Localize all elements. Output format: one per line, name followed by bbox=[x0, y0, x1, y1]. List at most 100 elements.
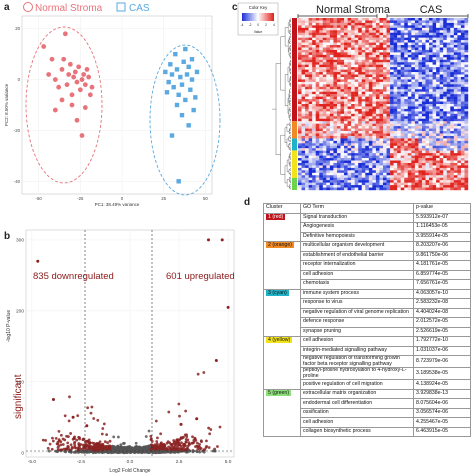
heatmap-cell bbox=[322, 20, 327, 24]
heatmap-cell bbox=[457, 113, 462, 117]
heatmap-cell bbox=[379, 37, 384, 41]
heatmap-cell bbox=[464, 86, 469, 90]
heatmap-cell bbox=[397, 170, 401, 173]
heatmap-cell bbox=[439, 42, 444, 46]
heatmap-cell bbox=[390, 45, 394, 48]
heatmap-cell bbox=[301, 59, 306, 63]
heatmap-cell bbox=[375, 158, 380, 161]
heatmap-cell bbox=[439, 69, 444, 73]
heatmap-cell bbox=[340, 170, 345, 173]
p-value-cell: 3.955914e-05 bbox=[413, 231, 471, 242]
heatmap-cell bbox=[425, 49, 430, 53]
heatmap-cell bbox=[322, 47, 327, 51]
heatmap-cell bbox=[407, 79, 412, 83]
heatmap-cell bbox=[390, 72, 394, 75]
heatmap-cell bbox=[453, 158, 458, 161]
heatmap-cell bbox=[329, 135, 334, 139]
heatmap-cell bbox=[383, 59, 387, 63]
heatmap-cell bbox=[365, 84, 370, 87]
heatmap-cell bbox=[393, 76, 398, 80]
heatmap-cell bbox=[372, 42, 377, 46]
pca-point-cas bbox=[183, 97, 188, 103]
heatmap-cell bbox=[400, 81, 405, 85]
heatmap-cell bbox=[421, 131, 426, 134]
heatmap-cell bbox=[386, 106, 391, 110]
heatmap-cell bbox=[372, 54, 377, 58]
heatmap-cell bbox=[298, 45, 302, 48]
heatmap-cell bbox=[397, 158, 401, 161]
heatmap-cell bbox=[315, 121, 320, 124]
heatmap-cell bbox=[315, 99, 320, 102]
heatmap-cell bbox=[404, 113, 408, 117]
heatmap-cell bbox=[358, 131, 362, 134]
heatmap-cell bbox=[400, 106, 405, 110]
heatmap-cell bbox=[351, 91, 355, 95]
heatmap-cell bbox=[453, 167, 458, 171]
heatmap-cell bbox=[336, 180, 341, 183]
heatmap-cell bbox=[326, 172, 331, 176]
heatmap-cell bbox=[411, 25, 416, 29]
heatmap-cell bbox=[315, 185, 320, 188]
heatmap-cell bbox=[379, 111, 384, 115]
heatmap-cell bbox=[375, 25, 380, 29]
heatmap-cell bbox=[425, 121, 430, 124]
heatmap-cell bbox=[439, 108, 444, 112]
volcano-point bbox=[74, 446, 78, 450]
heatmap-cell bbox=[450, 81, 455, 85]
pca-y-tick-label: 0 bbox=[18, 77, 21, 82]
heatmap-cell bbox=[400, 162, 405, 166]
heatmap-cell bbox=[358, 62, 362, 65]
heatmap-cell bbox=[407, 123, 412, 127]
heatmap-cell bbox=[453, 135, 458, 139]
heatmap-cell bbox=[418, 74, 423, 78]
heatmap-cell bbox=[361, 18, 366, 21]
pca-y-tick-label: -20 bbox=[14, 128, 21, 133]
p-value-cell: 4.255467e-05 bbox=[413, 417, 471, 428]
heatmap-cell bbox=[460, 25, 465, 29]
volcano-point bbox=[100, 432, 104, 436]
heatmap-cell bbox=[375, 62, 380, 65]
heatmap-cell bbox=[347, 180, 352, 183]
heatmap-cell bbox=[301, 138, 306, 142]
heatmap-cell bbox=[404, 175, 408, 178]
heatmap-cell bbox=[375, 89, 380, 92]
heatmap-cell bbox=[429, 79, 433, 83]
heatmap-cell bbox=[386, 94, 391, 97]
heatmap-cell bbox=[446, 126, 451, 129]
heatmap-cell bbox=[305, 111, 309, 115]
heatmap-cell bbox=[344, 140, 348, 144]
heatmap-cell bbox=[386, 45, 391, 48]
heatmap-cell bbox=[365, 162, 370, 166]
heatmap-cell bbox=[305, 86, 309, 90]
heatmap-cell bbox=[425, 106, 430, 110]
heatmap-cell bbox=[414, 42, 419, 46]
heatmap-cell bbox=[312, 84, 316, 87]
heatmap-cell bbox=[383, 99, 387, 102]
heatmap-cell bbox=[450, 162, 455, 166]
heatmap-cell bbox=[361, 158, 366, 161]
heatmap-cell bbox=[322, 99, 327, 102]
heatmap-cell bbox=[326, 76, 331, 80]
volcano-point bbox=[170, 448, 174, 452]
heatmap-cell bbox=[322, 140, 327, 144]
heatmap-cell bbox=[301, 170, 306, 173]
heatmap-cell bbox=[404, 153, 408, 156]
heatmap-cell bbox=[393, 40, 398, 43]
heatmap-cell bbox=[464, 187, 469, 191]
heatmap-cell bbox=[347, 106, 352, 110]
heatmap-cell bbox=[298, 133, 302, 137]
heatmap-cell bbox=[322, 49, 327, 53]
heatmap-cell bbox=[457, 25, 462, 29]
heatmap-cell bbox=[336, 62, 341, 65]
heatmap-cell bbox=[436, 131, 440, 134]
heatmap-cell bbox=[315, 35, 320, 38]
heatmap-cell bbox=[446, 57, 451, 60]
heatmap-cell bbox=[414, 101, 419, 105]
heatmap-cell bbox=[301, 52, 306, 56]
heatmap-cell bbox=[411, 187, 416, 191]
heatmap-cell bbox=[351, 185, 355, 188]
heatmap-cell bbox=[354, 91, 359, 95]
pca-point-cas bbox=[169, 133, 175, 138]
heatmap-cell bbox=[333, 45, 338, 48]
heatmap-cell bbox=[425, 118, 430, 122]
